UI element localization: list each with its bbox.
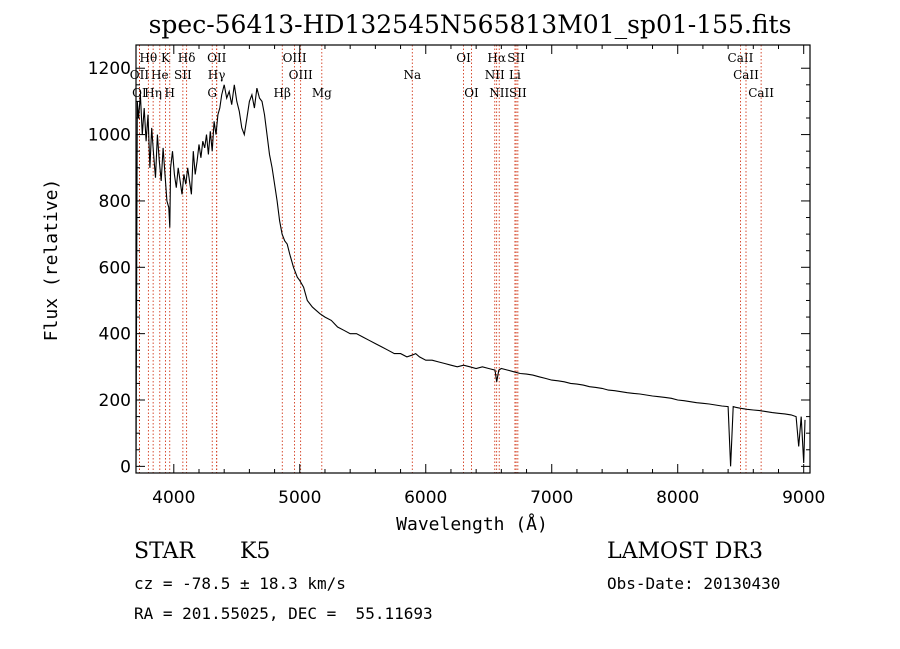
x-tick-label: 7000 <box>530 488 573 508</box>
spectral-line-label: H <box>165 86 175 100</box>
spectral-line-label: Hη <box>144 86 162 100</box>
chart-title: spec-56413-HD132545N565813M01_sp01-155.f… <box>149 10 792 39</box>
spectral-line-label: Mg <box>312 86 332 100</box>
coordinates: RA = 201.55025, DEC = 55.11693 <box>134 604 433 623</box>
series-layer <box>135 84 806 467</box>
spectral-line-label: NII <box>489 86 509 100</box>
spectral-line-label: Hβ <box>274 86 291 100</box>
x-tick-label: 4000 <box>152 488 195 508</box>
spectral-line-label: He <box>151 68 169 82</box>
spectral-line-label: NII <box>485 68 505 82</box>
object-class: STAR <box>134 539 195 564</box>
spectral-line-label: SII <box>507 51 525 65</box>
spectral-line-label: OII <box>207 51 227 65</box>
observation-date: Obs-Date: 20130430 <box>607 574 781 593</box>
survey-name: LAMOST DR3 <box>607 539 763 564</box>
y-tick-label: 1000 <box>88 126 131 146</box>
y-axis-label: Flux (relative) <box>41 179 62 342</box>
spectral-line-label: OI <box>464 86 479 100</box>
spectral-line-label: CaII <box>733 68 759 82</box>
x-tick-label: 8000 <box>656 488 699 508</box>
spectral-line-label: OIII <box>289 68 313 82</box>
spectral-line-label: OII <box>130 68 150 82</box>
spectral-line-label: G <box>207 86 217 100</box>
spectral-line-label: CaII <box>728 51 754 65</box>
y-tick-label: 800 <box>99 192 131 212</box>
x-tick-label: 6000 <box>404 488 447 508</box>
y-tick-label: 0 <box>120 457 131 477</box>
object-subclass: K5 <box>240 539 271 564</box>
plot-frame <box>135 44 811 474</box>
ticks-layer: 4000 5000 6000 7000 8000 9000 0 200 400 600 800 100… <box>88 45 825 508</box>
flux-series-line <box>135 84 806 467</box>
y-tick-label: 200 <box>99 391 131 411</box>
x-tick-label: 9000 <box>782 488 825 508</box>
x-tick-label: 5000 <box>278 488 321 508</box>
spectral-line-label: Na <box>403 68 421 82</box>
spectral-line-label: CaII <box>748 86 774 100</box>
spectral-line-label: Hγ <box>208 68 226 82</box>
spectral-line-label: SII <box>509 86 527 100</box>
y-tick-label: 1200 <box>88 59 131 79</box>
y-tick-label: 600 <box>99 258 131 278</box>
spectral-line-label: K <box>161 51 171 65</box>
spectral-line-label: OIII <box>283 51 307 65</box>
spectral-line-label: Hθ <box>139 51 157 65</box>
redshift-velocity: cz = -78.5 ± 18.3 km/s <box>134 574 346 593</box>
spectral-line-label: OI <box>456 51 471 65</box>
y-tick-label: 400 <box>99 325 131 345</box>
x-axis-label: Wavelength (Å) <box>396 513 548 535</box>
spectral-line-label: Hα <box>487 51 506 65</box>
spectral-line-label: Hδ <box>178 51 196 65</box>
spectral-line-label: Li <box>509 68 521 82</box>
spectral-line-label: SII <box>174 68 192 82</box>
